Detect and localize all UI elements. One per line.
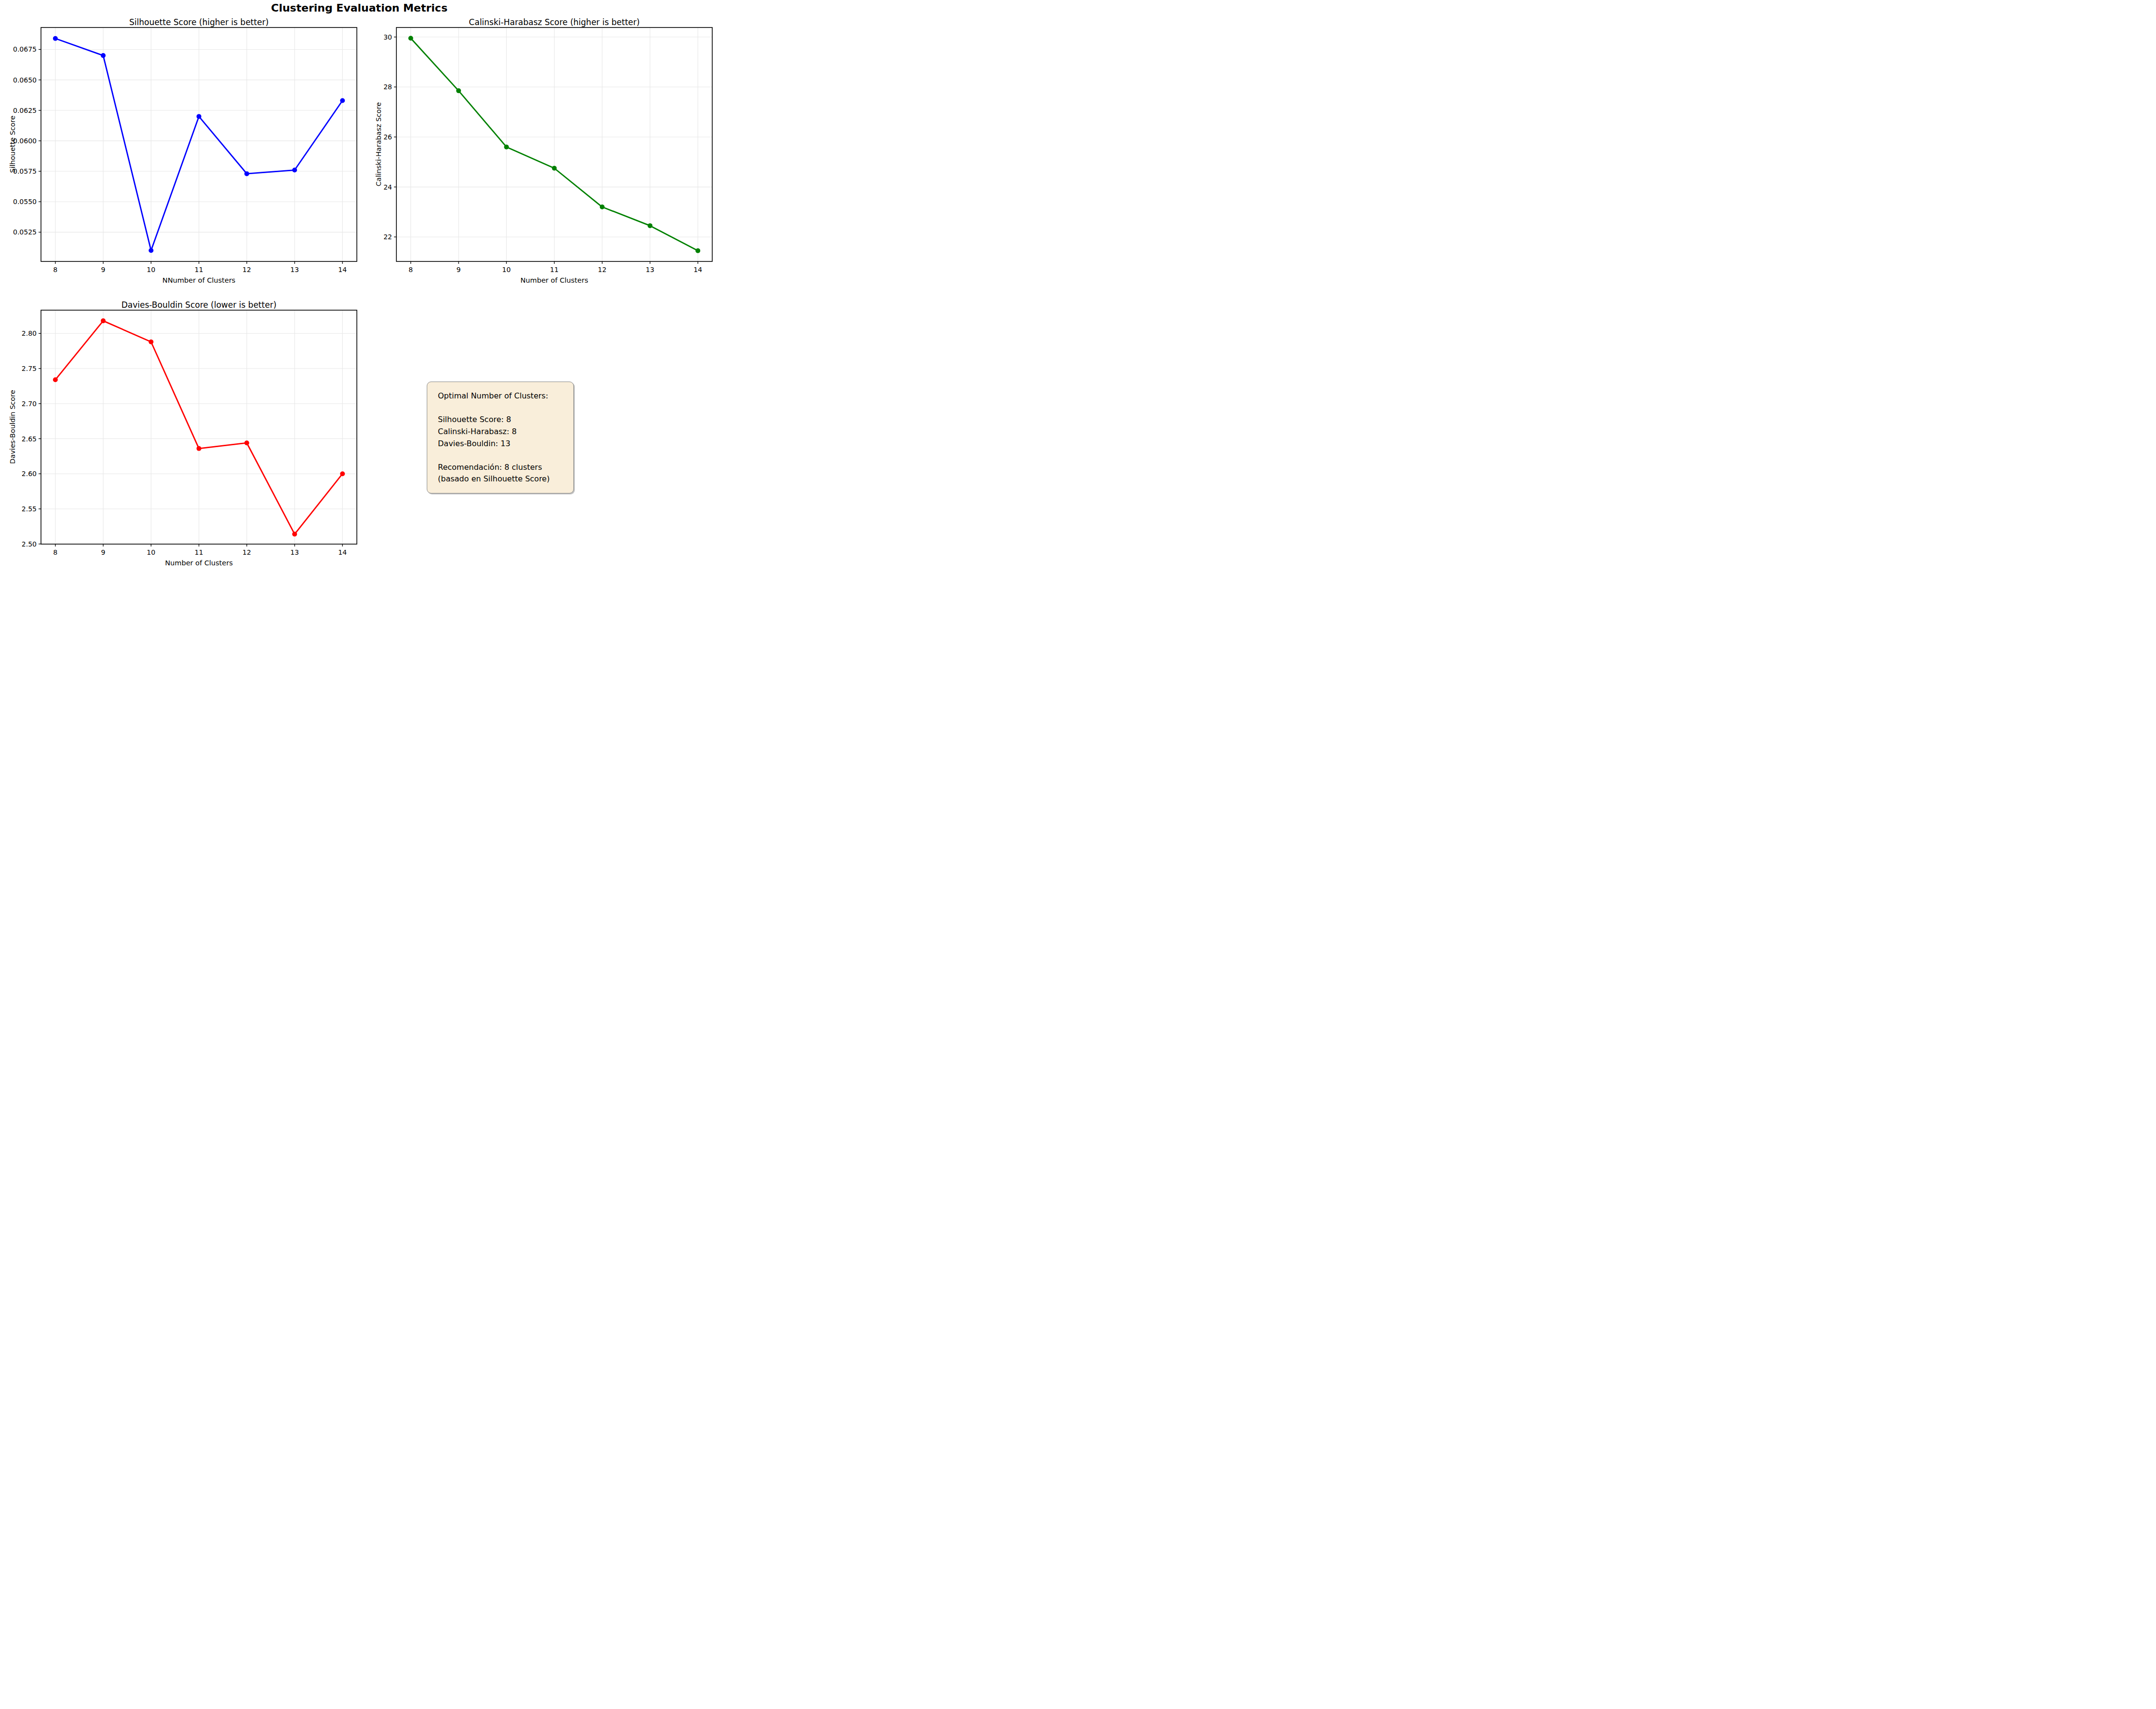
x-tick-label: 10 [147,548,155,556]
y-tick-label: 0.0525 [13,228,37,236]
y-tick-label: 2.70 [22,400,37,408]
data-point [197,446,202,451]
y-tick-label: 2.75 [22,365,37,372]
y-tick-label: 0.0650 [13,76,37,84]
x-tick-label: 9 [457,266,461,273]
y-tick-label: 0.0550 [13,198,37,205]
x-tick-label: 9 [101,266,106,273]
data-point [292,168,297,173]
y-tick-label: 24 [383,183,392,191]
data-point [340,98,345,103]
x-tick-label: 8 [53,266,57,273]
y-tick-label: 0.0625 [13,107,37,114]
data-point [101,53,106,58]
calinski-x-axis-label: Number of Clusters [396,276,712,284]
x-tick-label: 10 [502,266,511,273]
data-point [340,471,345,476]
x-tick-label: 13 [646,266,654,273]
y-tick-label: 28 [383,83,392,91]
davies-x-axis-label: Number of Clusters [41,559,357,567]
y-tick-label: 26 [383,133,392,141]
calinski-chart: 8 9 10 11 12 13 14 22 24 26 28 30 [360,17,719,290]
y-tick-label: 0.0600 [13,137,37,145]
x-tick-label: 11 [550,266,559,273]
x-tick-label: 13 [290,266,299,273]
data-point [101,318,106,323]
data-point [648,223,652,228]
data-point [552,166,557,171]
silhouette-chart: 8 9 10 11 12 13 14 0.0525 0.0550 0.0575 0.0600 0.06… [5,17,374,290]
data-point [197,114,202,119]
x-tick-label: 14 [338,548,347,556]
x-tick-label: 11 [195,266,203,273]
data-point [456,88,461,93]
clustering-metrics-figure: Clustering Evaluation Metrics Silhouette… [0,0,719,570]
x-tick-label: 13 [290,548,299,556]
silhouette-subplot: Silhouette Score (higher is better) 8910… [5,17,374,290]
data-point [292,532,297,536]
y-tick-label: 30 [383,33,392,41]
x-tick-label: 11 [195,548,203,556]
data-point [244,171,249,176]
y-tick-label: 2.60 [22,470,37,478]
y-tick-label: 2.80 [22,329,37,337]
davies-subplot: Davies-Bouldin Score (lower is better) 8… [5,300,374,570]
silhouette-x-axis-label: NNumber of Clusters [41,276,357,284]
x-tick-label: 12 [243,266,251,273]
y-tick-label: 0.0675 [13,45,37,53]
data-point [149,340,153,344]
davies-y-axis-label: Davies-Bouldin Score [9,390,16,464]
data-point [53,36,58,41]
x-tick-label: 12 [598,266,607,273]
y-tick-label: 2.50 [22,540,37,548]
optimal-clusters-info-box: Optimal Number of Clusters: Silhouette S… [427,382,574,493]
data-point [504,145,509,150]
y-tick-label: 22 [383,233,392,241]
figure-title: Clustering Evaluation Metrics [0,2,719,14]
davies-chart: 8 9 10 11 12 13 14 2.50 2.55 2.60 2.65 2.70 2.75 2.80 [5,300,374,570]
x-tick-label: 9 [101,548,106,556]
data-point [408,36,413,41]
x-tick-label: 8 [53,548,57,556]
data-point [149,248,153,253]
calinski-y-axis-label: Calinski-Harabasz Score [375,102,382,187]
y-tick-label: 0.0575 [13,167,37,175]
x-tick-label: 10 [147,266,155,273]
data-point [53,377,58,382]
x-tick-label: 12 [243,548,251,556]
y-tick-label: 2.55 [22,505,37,513]
silhouette-y-axis-label: Silhouette Score [9,116,16,173]
x-tick-label: 14 [338,266,347,273]
x-tick-label: 14 [693,266,702,273]
data-point [244,440,249,445]
x-tick-label: 8 [408,266,413,273]
data-point [695,248,700,253]
calinski-subplot: Calinski-Harabasz Score (higher is bette… [360,17,719,290]
data-point [600,205,605,209]
y-tick-label: 2.65 [22,435,37,443]
